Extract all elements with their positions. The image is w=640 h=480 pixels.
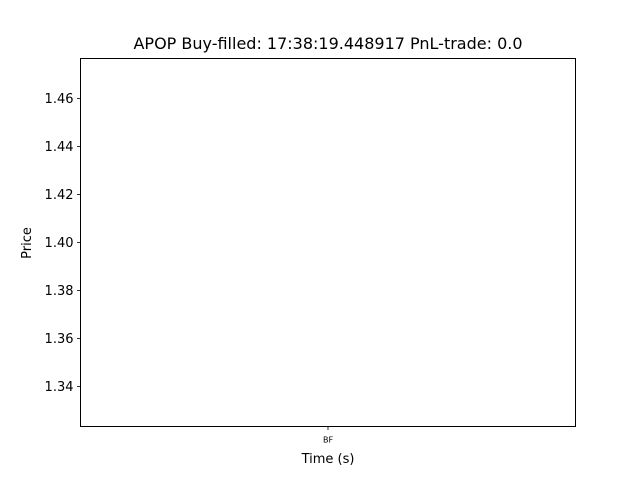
plot-area <box>80 58 576 427</box>
y-tick-label: 1.34 <box>45 380 74 395</box>
x-tick-label: BF <box>323 436 333 445</box>
y-tick-label: 1.36 <box>45 332 74 347</box>
x-axis-label: Time (s) <box>301 452 355 467</box>
y-tick-label: 1.42 <box>45 188 74 203</box>
y-axis-label: Price <box>20 227 35 259</box>
y-tick-label: 1.46 <box>45 92 74 107</box>
chart-title: APOP Buy-filled: 17:38:19.448917 PnL-tra… <box>133 34 522 53</box>
y-tick-label: 1.38 <box>45 284 74 299</box>
y-axis-ticks: 1.34 1.36 1.38 1.40 1.42 1.44 1.46 <box>45 92 81 395</box>
x-axis-ticks: BF <box>323 426 333 445</box>
y-tick-label: 1.44 <box>45 140 74 155</box>
y-tick-label: 1.40 <box>45 236 74 251</box>
